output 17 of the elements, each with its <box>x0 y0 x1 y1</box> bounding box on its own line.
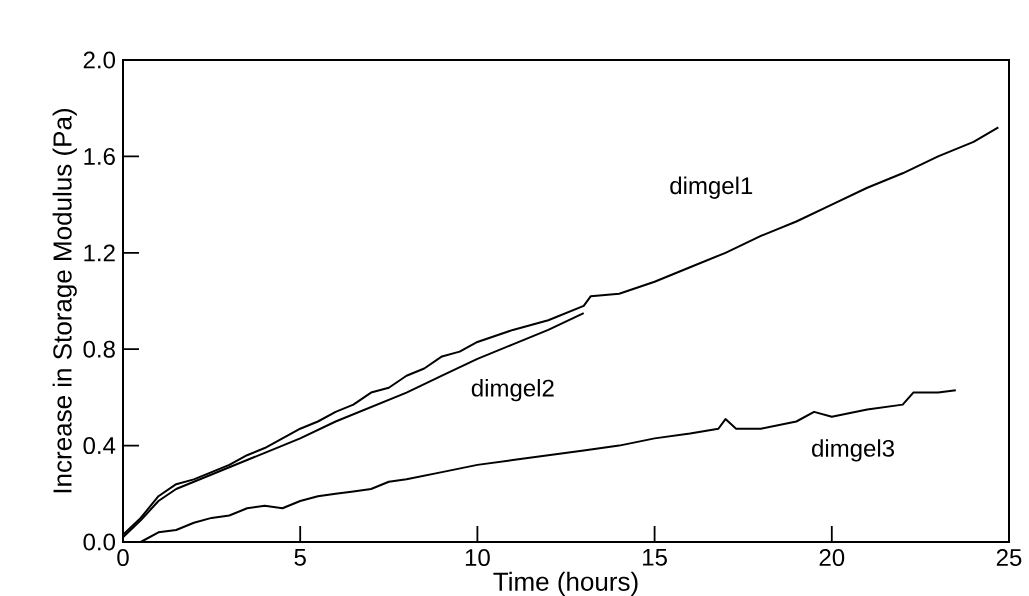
x-tick-label: 20 <box>819 549 845 567</box>
y-tick-label: 1.6 <box>84 147 115 165</box>
y-tick-label: 2.0 <box>83 51 116 69</box>
x-tick-label: 0 <box>117 549 129 567</box>
x-tick-label: 10 <box>465 549 490 567</box>
series-label: dimgel2 <box>471 379 554 402</box>
x-axis-title: Time (hours) <box>493 571 638 596</box>
y-tick-label: 1.2 <box>84 244 115 262</box>
x-tick-label: 25 <box>996 549 1022 567</box>
y-axis-title: Increase in Storage Modulus (Pa) <box>52 109 77 493</box>
series-label: dimgel3 <box>812 439 895 462</box>
y-tick-label: 0.0 <box>83 533 116 551</box>
x-tick-label: 15 <box>643 549 667 566</box>
y-tick-label: 0.4 <box>83 437 116 455</box>
x-tick-label: 5 <box>294 549 306 566</box>
y-tick-label: 0.8 <box>83 340 115 358</box>
series-label: dimgel1 <box>670 176 753 199</box>
